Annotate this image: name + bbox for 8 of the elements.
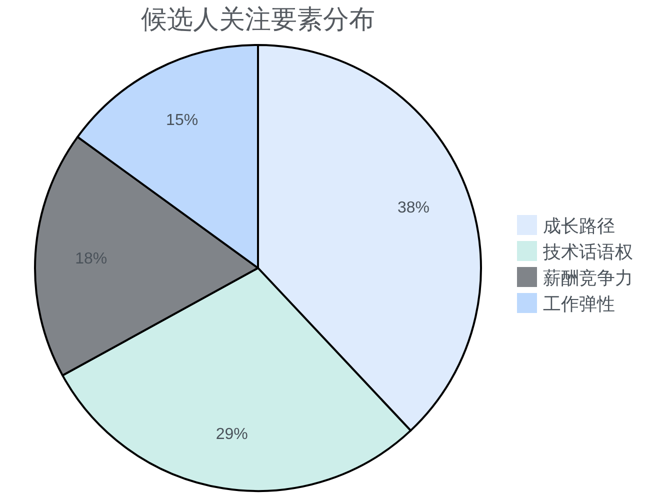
data-label: 29% [216,426,248,444]
data-label: 38% [397,199,430,216]
legend-label: 薪酬竞争力 [543,268,633,288]
legend-label: 成长路径 [543,216,615,236]
legend-label: 技术话语权 [542,242,633,262]
data-label: 15% [166,112,198,129]
legend-label: 工作弹性 [543,294,615,314]
title: 候选人关注要素分布 [141,4,375,34]
